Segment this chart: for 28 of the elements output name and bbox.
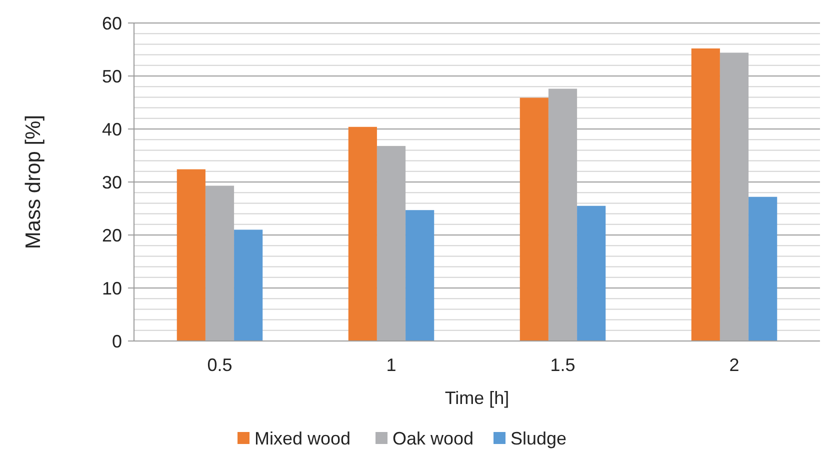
y-tick-label: 60	[102, 13, 122, 34]
bar	[205, 186, 234, 341]
x-tick-label: 0.5	[207, 355, 232, 375]
y-tick-label: 10	[102, 278, 122, 298]
x-axis-title: Time [h]	[444, 388, 510, 408]
x-tick-label: 2	[729, 355, 740, 375]
bar	[720, 52, 749, 341]
legend-label: Sludge	[510, 428, 567, 448]
bar	[748, 196, 778, 341]
legend-label: Oak wood	[392, 428, 474, 448]
bar	[548, 88, 578, 341]
bar	[577, 206, 606, 341]
y-axis-title: Mass drop [%]	[22, 114, 45, 250]
y-tick-label: 50	[102, 66, 122, 86]
bar	[691, 48, 720, 341]
bar	[348, 126, 377, 341]
bar	[376, 146, 406, 341]
y-tick-label: 20	[102, 225, 122, 246]
legend-label: Mixed wood	[254, 428, 351, 448]
y-tick-label: 30	[102, 172, 122, 192]
y-tick-label: 0	[112, 331, 122, 352]
bar	[176, 169, 206, 341]
bar	[234, 230, 263, 341]
bar	[520, 98, 548, 341]
y-tick-label: 40	[102, 119, 122, 140]
x-tick-label: 1.5	[550, 355, 576, 375]
x-tick-label: 1	[386, 355, 396, 375]
bar	[406, 210, 434, 341]
